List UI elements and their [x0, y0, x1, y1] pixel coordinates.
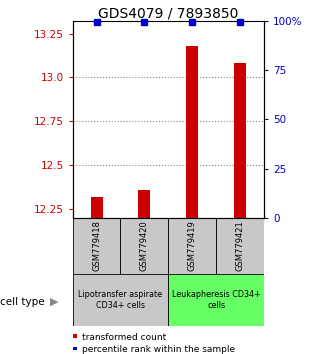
Bar: [186, 46, 198, 218]
Text: GSM779419: GSM779419: [188, 221, 197, 272]
Bar: [168, 274, 264, 326]
Text: percentile rank within the sample: percentile rank within the sample: [82, 345, 235, 354]
Bar: [168, 218, 216, 274]
Text: Lipotransfer aspirate
CD34+ cells: Lipotransfer aspirate CD34+ cells: [79, 290, 162, 310]
Bar: [73, 218, 120, 274]
Text: cell type: cell type: [0, 297, 45, 307]
Bar: [234, 63, 246, 218]
Text: ▶: ▶: [50, 297, 59, 307]
Text: transformed count: transformed count: [82, 333, 166, 342]
Title: GDS4079 / 7893850: GDS4079 / 7893850: [98, 6, 239, 20]
Text: Leukapheresis CD34+
cells: Leukapheresis CD34+ cells: [172, 290, 260, 310]
Bar: [120, 218, 168, 274]
Text: GSM779421: GSM779421: [236, 221, 245, 272]
Text: GSM779420: GSM779420: [140, 221, 149, 272]
Text: GSM779418: GSM779418: [92, 221, 101, 272]
Bar: [216, 218, 264, 274]
Bar: [73, 274, 168, 326]
Bar: [138, 190, 150, 218]
Bar: [90, 197, 103, 218]
